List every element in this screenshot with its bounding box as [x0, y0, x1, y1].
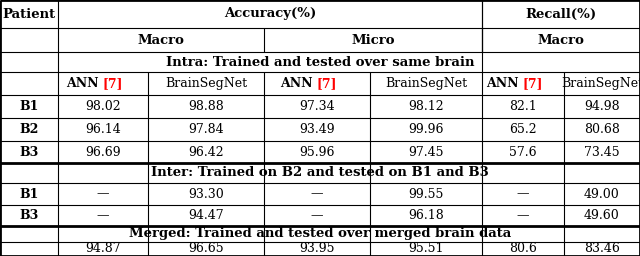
- Text: 98.02: 98.02: [85, 100, 121, 113]
- Text: BrainSegNet: BrainSegNet: [561, 77, 640, 90]
- Text: 97.84: 97.84: [188, 123, 224, 136]
- Text: B1: B1: [19, 187, 38, 200]
- Text: —: —: [311, 187, 323, 200]
- Text: Macro: Macro: [538, 34, 584, 47]
- Text: 96.18: 96.18: [408, 209, 444, 222]
- Text: Recall(%): Recall(%): [525, 7, 596, 20]
- Text: B3: B3: [19, 145, 38, 158]
- Text: 82.1: 82.1: [509, 100, 537, 113]
- Text: 98.12: 98.12: [408, 100, 444, 113]
- Text: 94.47: 94.47: [188, 209, 224, 222]
- Text: —: —: [516, 209, 529, 222]
- Text: 96.14: 96.14: [85, 123, 121, 136]
- Text: —: —: [97, 187, 109, 200]
- Text: 96.69: 96.69: [85, 145, 121, 158]
- Text: —: —: [97, 209, 109, 222]
- Text: 97.34: 97.34: [299, 100, 335, 113]
- Text: ANN: ANN: [280, 77, 317, 90]
- Text: 57.6: 57.6: [509, 145, 537, 158]
- Text: 95.96: 95.96: [300, 145, 335, 158]
- Text: [7]: [7]: [523, 77, 543, 90]
- Text: Macro: Macro: [138, 34, 184, 47]
- Text: B3: B3: [19, 209, 38, 222]
- Text: 49.60: 49.60: [584, 209, 620, 222]
- Text: B2: B2: [19, 123, 38, 136]
- Text: BrainSegNet: BrainSegNet: [165, 77, 247, 90]
- Text: 98.88: 98.88: [188, 100, 224, 113]
- Text: 93.49: 93.49: [299, 123, 335, 136]
- Text: 94.98: 94.98: [584, 100, 620, 113]
- Text: 95.51: 95.51: [408, 242, 444, 255]
- Text: 96.42: 96.42: [188, 145, 224, 158]
- Text: 80.68: 80.68: [584, 123, 620, 136]
- Text: 93.30: 93.30: [188, 187, 224, 200]
- Text: Micro: Micro: [351, 34, 395, 47]
- Text: 49.00: 49.00: [584, 187, 620, 200]
- Text: —: —: [516, 187, 529, 200]
- Text: 99.55: 99.55: [408, 187, 444, 200]
- Text: 80.6: 80.6: [509, 242, 537, 255]
- Text: BrainSegNet: BrainSegNet: [385, 77, 467, 90]
- Text: Inter: Trained on B2 and tested on B1 and B3: Inter: Trained on B2 and tested on B1 an…: [151, 166, 489, 179]
- Text: ANN: ANN: [486, 77, 523, 90]
- Text: 73.45: 73.45: [584, 145, 620, 158]
- Text: 99.96: 99.96: [408, 123, 444, 136]
- Text: [7]: [7]: [317, 77, 337, 90]
- Text: B1: B1: [19, 100, 38, 113]
- Text: —: —: [311, 209, 323, 222]
- Text: 96.65: 96.65: [188, 242, 224, 255]
- Text: 65.2: 65.2: [509, 123, 537, 136]
- Text: 83.46: 83.46: [584, 242, 620, 255]
- Text: Accuracy(%): Accuracy(%): [224, 7, 316, 20]
- Text: Intra: Trained and tested over same brain: Intra: Trained and tested over same brai…: [166, 56, 474, 69]
- Text: ANN: ANN: [66, 77, 103, 90]
- Text: 97.45: 97.45: [408, 145, 444, 158]
- Text: 94.87: 94.87: [85, 242, 121, 255]
- Text: Patient: Patient: [3, 7, 56, 20]
- Text: Merged: Trained and tested over merged brain data: Merged: Trained and tested over merged b…: [129, 228, 511, 240]
- Text: 93.95: 93.95: [300, 242, 335, 255]
- Text: [7]: [7]: [103, 77, 124, 90]
